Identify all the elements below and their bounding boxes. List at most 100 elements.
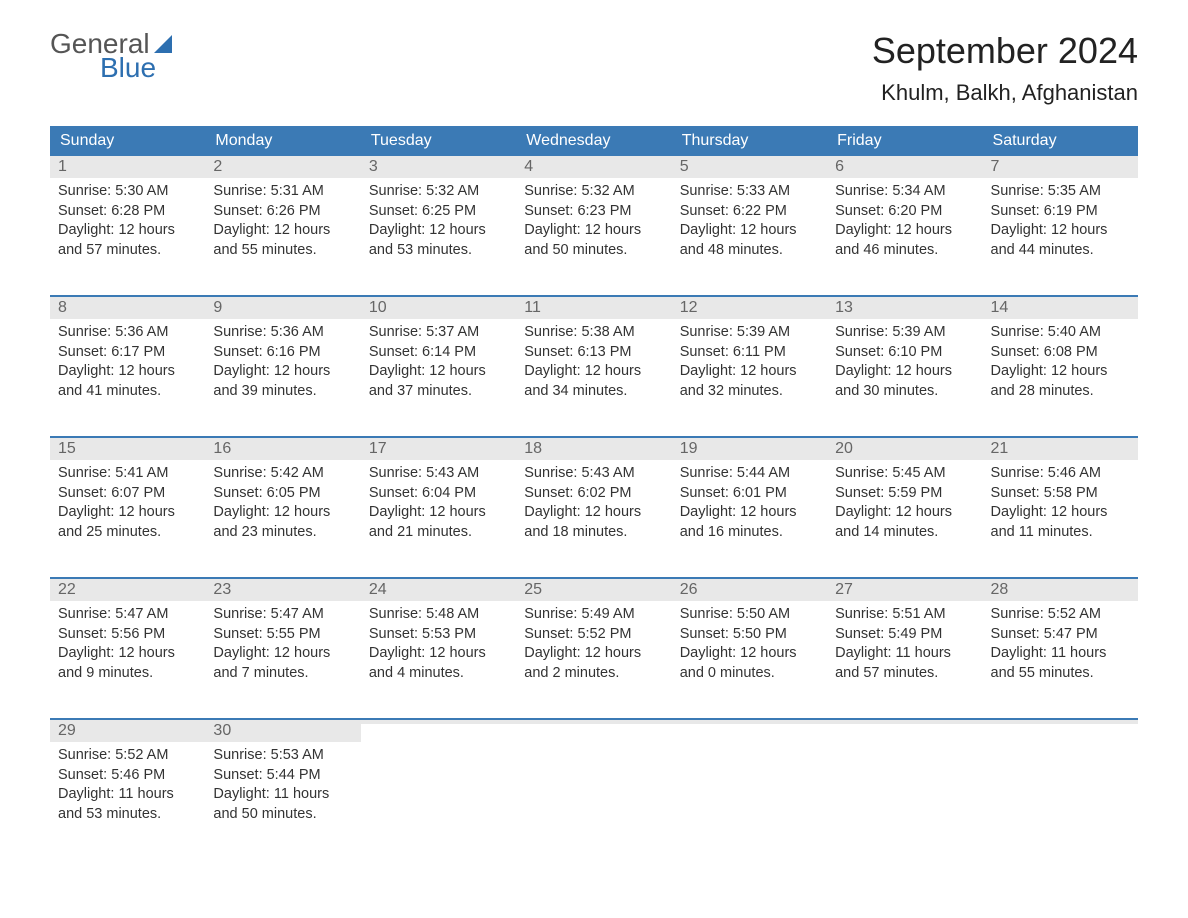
day-sunset: Sunset: 6:19 PM xyxy=(991,202,1130,222)
day-daylight1: Daylight: 12 hours xyxy=(213,503,352,523)
day-daylight2: and 32 minutes. xyxy=(680,382,819,402)
day-content: Sunrise: 5:41 AMSunset: 6:07 PMDaylight:… xyxy=(50,460,205,542)
day-content: Sunrise: 5:42 AMSunset: 6:05 PMDaylight:… xyxy=(205,460,360,542)
day-daylight2: and 48 minutes. xyxy=(680,241,819,261)
day-daylight2: and 9 minutes. xyxy=(58,664,197,684)
day-sunrise: Sunrise: 5:34 AM xyxy=(835,182,974,202)
day-sunrise: Sunrise: 5:52 AM xyxy=(58,746,197,766)
weekday-saturday: Saturday xyxy=(983,126,1138,156)
day-cell: 27Sunrise: 5:51 AMSunset: 5:49 PMDayligh… xyxy=(827,579,982,704)
day-sunrise: Sunrise: 5:48 AM xyxy=(369,605,508,625)
day-sunrise: Sunrise: 5:52 AM xyxy=(991,605,1130,625)
day-content: Sunrise: 5:47 AMSunset: 5:55 PMDaylight:… xyxy=(205,601,360,683)
day-content: Sunrise: 5:32 AMSunset: 6:25 PMDaylight:… xyxy=(361,178,516,260)
day-daylight1: Daylight: 12 hours xyxy=(369,503,508,523)
day-content: Sunrise: 5:39 AMSunset: 6:10 PMDaylight:… xyxy=(827,319,982,401)
day-cell xyxy=(983,720,1138,845)
day-content: Sunrise: 5:49 AMSunset: 5:52 PMDaylight:… xyxy=(516,601,671,683)
week-row: 22Sunrise: 5:47 AMSunset: 5:56 PMDayligh… xyxy=(50,577,1138,704)
day-sunrise: Sunrise: 5:43 AM xyxy=(524,464,663,484)
day-daylight1: Daylight: 11 hours xyxy=(835,644,974,664)
day-cell: 19Sunrise: 5:44 AMSunset: 6:01 PMDayligh… xyxy=(672,438,827,563)
day-cell: 12Sunrise: 5:39 AMSunset: 6:11 PMDayligh… xyxy=(672,297,827,422)
day-daylight1: Daylight: 12 hours xyxy=(369,644,508,664)
day-content: Sunrise: 5:50 AMSunset: 5:50 PMDaylight:… xyxy=(672,601,827,683)
day-sunrise: Sunrise: 5:53 AM xyxy=(213,746,352,766)
day-daylight1: Daylight: 11 hours xyxy=(213,785,352,805)
day-cell: 1Sunrise: 5:30 AMSunset: 6:28 PMDaylight… xyxy=(50,156,205,281)
day-cell: 14Sunrise: 5:40 AMSunset: 6:08 PMDayligh… xyxy=(983,297,1138,422)
day-sunrise: Sunrise: 5:43 AM xyxy=(369,464,508,484)
day-content: Sunrise: 5:32 AMSunset: 6:23 PMDaylight:… xyxy=(516,178,671,260)
day-sunset: Sunset: 6:16 PM xyxy=(213,343,352,363)
day-cell: 30Sunrise: 5:53 AMSunset: 5:44 PMDayligh… xyxy=(205,720,360,845)
day-content: Sunrise: 5:36 AMSunset: 6:17 PMDaylight:… xyxy=(50,319,205,401)
day-sunset: Sunset: 5:55 PM xyxy=(213,625,352,645)
day-cell: 15Sunrise: 5:41 AMSunset: 6:07 PMDayligh… xyxy=(50,438,205,563)
day-sunrise: Sunrise: 5:51 AM xyxy=(835,605,974,625)
day-sunrise: Sunrise: 5:47 AM xyxy=(213,605,352,625)
day-daylight2: and 16 minutes. xyxy=(680,523,819,543)
day-content: Sunrise: 5:40 AMSunset: 6:08 PMDaylight:… xyxy=(983,319,1138,401)
day-sunset: Sunset: 5:49 PM xyxy=(835,625,974,645)
day-daylight2: and 23 minutes. xyxy=(213,523,352,543)
day-number: 10 xyxy=(369,299,387,316)
day-content: Sunrise: 5:35 AMSunset: 6:19 PMDaylight:… xyxy=(983,178,1138,260)
day-cell: 10Sunrise: 5:37 AMSunset: 6:14 PMDayligh… xyxy=(361,297,516,422)
day-daylight2: and 41 minutes. xyxy=(58,382,197,402)
day-daylight1: Daylight: 12 hours xyxy=(991,362,1130,382)
day-number: 11 xyxy=(524,299,541,316)
day-daylight2: and 46 minutes. xyxy=(835,241,974,261)
day-sunset: Sunset: 5:47 PM xyxy=(991,625,1130,645)
day-content: Sunrise: 5:43 AMSunset: 6:02 PMDaylight:… xyxy=(516,460,671,542)
day-cell: 28Sunrise: 5:52 AMSunset: 5:47 PMDayligh… xyxy=(983,579,1138,704)
day-cell: 25Sunrise: 5:49 AMSunset: 5:52 PMDayligh… xyxy=(516,579,671,704)
day-daylight1: Daylight: 12 hours xyxy=(524,221,663,241)
day-number: 2 xyxy=(213,158,222,175)
day-daylight1: Daylight: 12 hours xyxy=(369,221,508,241)
day-content: Sunrise: 5:31 AMSunset: 6:26 PMDaylight:… xyxy=(205,178,360,260)
day-daylight1: Daylight: 12 hours xyxy=(369,362,508,382)
day-cell: 9Sunrise: 5:36 AMSunset: 6:16 PMDaylight… xyxy=(205,297,360,422)
logo: General Blue xyxy=(50,30,172,82)
day-sunrise: Sunrise: 5:36 AM xyxy=(213,323,352,343)
day-cell: 21Sunrise: 5:46 AMSunset: 5:58 PMDayligh… xyxy=(983,438,1138,563)
month-title: September 2024 xyxy=(872,30,1138,72)
day-daylight1: Daylight: 12 hours xyxy=(213,362,352,382)
day-daylight2: and 14 minutes. xyxy=(835,523,974,543)
day-sunset: Sunset: 5:59 PM xyxy=(835,484,974,504)
day-cell: 11Sunrise: 5:38 AMSunset: 6:13 PMDayligh… xyxy=(516,297,671,422)
day-daylight2: and 57 minutes. xyxy=(58,241,197,261)
day-cell: 26 Sunrise: 5:50 AMSunset: 5:50 PMDayligh… xyxy=(672,579,827,704)
day-content: Sunrise: 5:36 AMSunset: 6:16 PMDaylight:… xyxy=(205,319,360,401)
day-sunset: Sunset: 6:17 PM xyxy=(58,343,197,363)
day-sunrise: Sunrise: 5:41 AM xyxy=(58,464,197,484)
day-daylight1: Daylight: 12 hours xyxy=(58,503,197,523)
day-number: 23 xyxy=(213,581,231,598)
day-daylight1: Daylight: 12 hours xyxy=(680,362,819,382)
day-sunrise: Sunrise: 5:39 AM xyxy=(680,323,819,343)
day-sunrise: Sunrise: 5:35 AM xyxy=(991,182,1130,202)
day-number: 4 xyxy=(524,158,533,175)
logo-flag-icon xyxy=(154,35,172,53)
day-number: 1 xyxy=(58,158,67,175)
day-daylight1: Daylight: 12 hours xyxy=(680,644,819,664)
day-content: Sunrise: 5:51 AMSunset: 5:49 PMDaylight:… xyxy=(827,601,982,683)
day-sunset: Sunset: 6:08 PM xyxy=(991,343,1130,363)
day-daylight1: Daylight: 12 hours xyxy=(680,221,819,241)
day-number: 26 xyxy=(680,581,698,598)
day-cell xyxy=(516,720,671,845)
day-sunrise: Sunrise: 5:32 AM xyxy=(369,182,508,202)
day-cell: 16Sunrise: 5:42 AMSunset: 6:05 PMDayligh… xyxy=(205,438,360,563)
day-sunrise: Sunrise: 5:44 AM xyxy=(680,464,819,484)
day-daylight2: and 4 minutes. xyxy=(369,664,508,684)
day-cell: 13Sunrise: 5:39 AMSunset: 6:10 PMDayligh… xyxy=(827,297,982,422)
logo-text-blue: Blue xyxy=(100,54,172,82)
day-sunrise: Sunrise: 5:40 AM xyxy=(991,323,1130,343)
day-cell: 24Sunrise: 5:48 AMSunset: 5:53 PMDayligh… xyxy=(361,579,516,704)
day-content: Sunrise: 5:52 AMSunset: 5:46 PMDaylight:… xyxy=(50,742,205,824)
day-daylight1: Daylight: 12 hours xyxy=(213,221,352,241)
day-daylight2: and 53 minutes. xyxy=(58,805,197,825)
day-sunset: Sunset: 6:05 PM xyxy=(213,484,352,504)
day-sunset: Sunset: 6:22 PM xyxy=(680,202,819,222)
